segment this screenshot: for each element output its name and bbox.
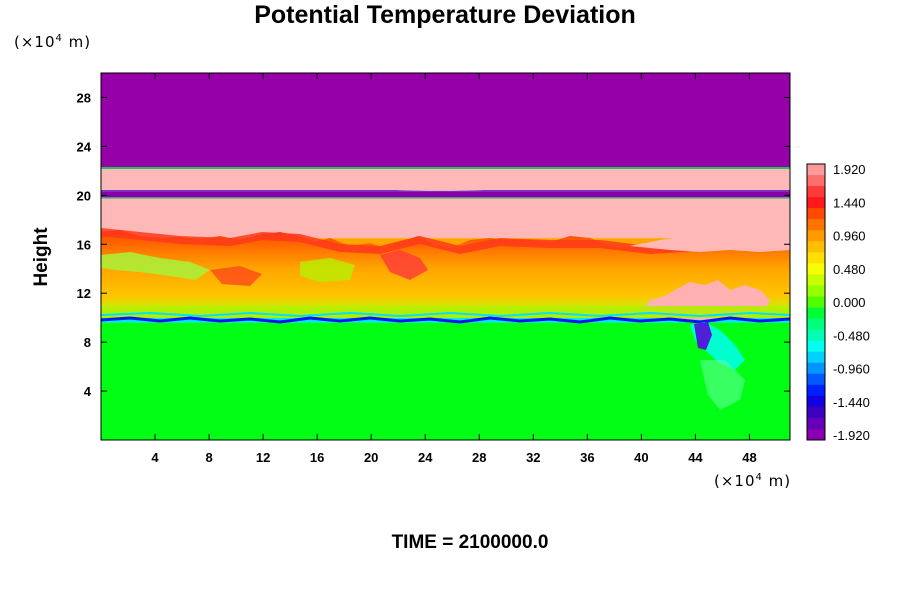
value-band bbox=[101, 168, 790, 191]
value-band bbox=[101, 322, 790, 440]
colorbar-swatch bbox=[807, 329, 825, 342]
colorbar-swatch bbox=[807, 175, 825, 187]
colorbar-swatch bbox=[807, 395, 825, 408]
colorbar-swatch bbox=[807, 252, 825, 264]
value-band bbox=[101, 197, 790, 239]
colorbar-swatch bbox=[807, 417, 825, 430]
pink-plume-upper bbox=[630, 224, 790, 252]
value-band bbox=[101, 190, 790, 198]
colorbar-label: -1.440 bbox=[833, 395, 870, 410]
colorbar-swatch bbox=[807, 296, 825, 309]
y-axis-unit: (×104 m) bbox=[14, 33, 92, 51]
colorbar-labels: 1.920 1.440 0.960 0.480 0.000 -0.480 -0.960 -1.… bbox=[833, 162, 870, 443]
colorbar-swatch bbox=[807, 362, 825, 375]
colorbar-swatch bbox=[807, 340, 825, 353]
y-axis: 4 8 12 16 20 24 28 bbox=[77, 90, 790, 399]
y-tick-label: 20 bbox=[77, 188, 91, 203]
value-band bbox=[101, 73, 790, 169]
colorbar-label: 0.480 bbox=[833, 262, 866, 277]
colorbar-label: 1.920 bbox=[833, 162, 866, 177]
colorbar-swatch bbox=[807, 285, 825, 297]
colorbar-swatch bbox=[807, 241, 825, 253]
chart-title: Potential Temperature Deviation bbox=[254, 1, 636, 29]
x-tick-label: 40 bbox=[634, 450, 648, 465]
plot-frame bbox=[100, 72, 791, 441]
x-tick-label: 36 bbox=[580, 450, 594, 465]
colorbar-swatch bbox=[807, 208, 825, 220]
x-tick-label: 12 bbox=[256, 450, 270, 465]
colorbar-label: 1.440 bbox=[833, 195, 866, 210]
cold-plume-trail bbox=[700, 360, 745, 410]
colorbar-swatch bbox=[807, 406, 825, 419]
colorbar-swatch bbox=[807, 384, 825, 397]
colorbar-swatch bbox=[807, 219, 825, 231]
colorbar-swatch bbox=[807, 351, 825, 364]
x-tick-label: 48 bbox=[742, 450, 756, 465]
warm-layer-green-patch bbox=[101, 252, 210, 280]
plot-area bbox=[101, 73, 790, 440]
x-tick-label: 4 bbox=[151, 450, 159, 465]
colorbar-swatch bbox=[807, 373, 825, 386]
y-tick-label: 16 bbox=[77, 237, 91, 252]
warm-layer-red-streak bbox=[101, 226, 790, 254]
colorbar-frame bbox=[806, 163, 826, 441]
colorbar-swatch bbox=[807, 197, 825, 209]
x-tick-label: 24 bbox=[418, 450, 433, 465]
y-tick-label: 8 bbox=[84, 335, 91, 350]
warm-layer-green-patch bbox=[300, 258, 355, 282]
tropopause-blue-line bbox=[101, 316, 790, 324]
colorbar-label: 0.000 bbox=[833, 295, 866, 310]
colorbar bbox=[806, 163, 826, 441]
colorbar-swatch bbox=[807, 186, 825, 198]
time-footer: TIME = 2100000.0 bbox=[391, 532, 549, 553]
colorbar-label: -0.960 bbox=[833, 362, 870, 377]
y-tick-label: 28 bbox=[77, 90, 91, 105]
colorbar-swatch bbox=[807, 263, 825, 275]
warm-layer-red-blob bbox=[210, 266, 262, 286]
x-tick-label: 16 bbox=[310, 450, 324, 465]
colorbar-swatch bbox=[807, 164, 825, 176]
x-tick-label: 28 bbox=[472, 450, 486, 465]
x-axis-unit: (×104 m) bbox=[714, 472, 792, 490]
colorbar-label: 0.960 bbox=[833, 229, 866, 244]
x-tick-label: 8 bbox=[205, 450, 212, 465]
interface-eddy bbox=[380, 185, 500, 191]
colorbar-swatch bbox=[807, 230, 825, 242]
x-tick-label: 20 bbox=[364, 450, 378, 465]
colorbar-label: -0.480 bbox=[833, 328, 870, 343]
colorbar-swatch bbox=[807, 307, 825, 320]
tropopause-cyan-line bbox=[101, 311, 790, 318]
cold-plume-core bbox=[694, 322, 712, 350]
x-tick-label: 44 bbox=[688, 450, 703, 465]
x-axis: 4 8 12 16 20 24 28 32 36 40 44 48 bbox=[151, 73, 757, 465]
colorbar-swatch bbox=[807, 274, 825, 286]
warm-layer bbox=[101, 228, 790, 318]
warm-layer-red-blob bbox=[380, 250, 428, 280]
y-tick-label: 24 bbox=[77, 139, 92, 154]
y-tick-label: 4 bbox=[84, 384, 92, 399]
colorbar-swatch bbox=[807, 318, 825, 331]
colorbar-swatch bbox=[807, 428, 825, 441]
colorbar-label: -1.920 bbox=[833, 428, 870, 443]
x-tick-label: 32 bbox=[526, 450, 540, 465]
y-tick-label: 12 bbox=[77, 286, 91, 301]
